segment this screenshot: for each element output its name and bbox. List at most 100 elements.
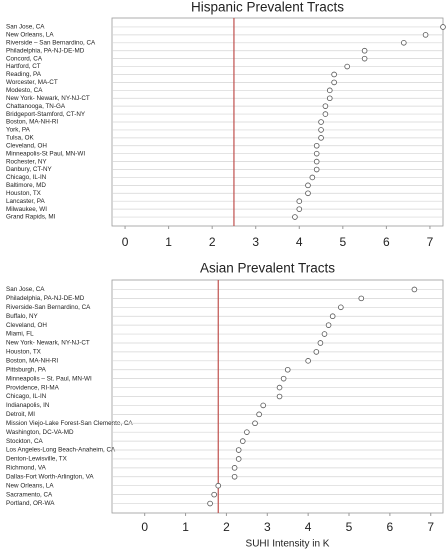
dot (313, 150, 320, 157)
category-label: Modesto, CA (6, 87, 43, 94)
dot (313, 142, 320, 149)
category-label: New York- Newark, NY-NJ-CT (6, 95, 90, 102)
category-label: Dallas-Fort Worth-Arlington, VA (6, 473, 94, 480)
category-label: Riverside-San Bernardino, CA (6, 304, 91, 311)
x-tick-label: 3 (252, 235, 259, 249)
dot (401, 39, 407, 46)
x-tick-label: 3 (264, 520, 271, 534)
x-tick-label: 2 (223, 520, 230, 534)
dot (338, 304, 344, 311)
x-tick-label: 7 (427, 520, 434, 534)
dot (235, 447, 242, 453)
dot (411, 286, 418, 293)
dot (239, 438, 246, 444)
category-label: Pittsburgh, PA (6, 366, 47, 373)
category-label: Baltimore, MD (6, 182, 46, 189)
x-tick-label: 4 (296, 235, 303, 249)
dot (305, 190, 311, 197)
category-label: New Orleans, LA (6, 482, 54, 489)
category-label: Detroit, MI (6, 411, 35, 418)
category-label: Lancaster, PA (6, 198, 46, 205)
dot (215, 482, 222, 489)
dot (331, 71, 337, 78)
dot (292, 214, 298, 220)
category-label: Cleveland, OH (6, 322, 47, 329)
dot (211, 491, 217, 498)
dot (280, 375, 287, 382)
chart-title: Asian Prevalent Tracts (200, 261, 335, 276)
category-label: Stockton, CA (6, 438, 44, 445)
category-label: Houston, TX (6, 190, 42, 197)
category-label: Mission Viejo-Lake Forest-San Clemente, … (6, 420, 133, 427)
dot (231, 465, 238, 471)
category-label: Minneapolis – St. Paul, MN-WI (6, 375, 92, 382)
category-label: New Orleans, LA (6, 32, 54, 39)
category-label: Chattanooga, TN-GA (6, 103, 66, 110)
dot (313, 158, 320, 165)
category-label: Milwaukee, WI (6, 206, 47, 213)
category-label: Philadelphia, PA-NJ-DE-MD (6, 295, 85, 302)
category-label: Danbury, CT-NY (6, 166, 53, 173)
dot (326, 87, 333, 94)
dot (276, 384, 283, 391)
x-tick-label: 2 (209, 235, 216, 249)
category-label: Portland, OR-WA (6, 500, 55, 507)
dot (325, 322, 332, 328)
category-label: Bridgeport-Stamford, CT-NY (6, 111, 86, 118)
category-label: Grand Rapids, MI (6, 214, 56, 221)
category-label: Denton-Lewisville, TX (6, 456, 68, 463)
dot (207, 500, 213, 507)
category-label: York, PA (6, 127, 31, 134)
dot (313, 349, 320, 355)
dot (440, 24, 446, 30)
category-label: Tulsa, OK (6, 135, 35, 142)
x-tick-label: 0 (141, 520, 148, 534)
x-axis-label: SUHI Intensity in K (246, 539, 330, 550)
category-label: Hartford, CT (6, 63, 41, 70)
category-label: Reading, PA (6, 71, 42, 78)
dot (318, 127, 324, 133)
dot (296, 206, 303, 212)
category-label: Sacramento, CA (6, 491, 53, 498)
category-label: Miami, FL (6, 331, 34, 338)
dot (326, 95, 333, 102)
x-tick-label: 1 (165, 235, 172, 249)
category-label: Chicago, IL-IN (6, 393, 47, 400)
category-label: Minneapolis-St Paul, MN-WI (6, 150, 85, 157)
category-label: Chicago, IL-IN (6, 174, 47, 181)
dot (361, 55, 368, 62)
dot (276, 393, 283, 400)
x-tick-label: 5 (339, 235, 346, 249)
category-label: Boston, MA-NH-RI (6, 357, 58, 364)
category-label: Washington, DC-VA-MD (6, 429, 74, 436)
dot (235, 456, 242, 462)
dot (361, 47, 368, 54)
dot (313, 166, 320, 173)
dot (318, 135, 324, 141)
dot (318, 119, 324, 125)
category-label: Buffalo, NY (6, 313, 39, 320)
x-tick-label: 7 (427, 235, 434, 249)
dot (322, 103, 329, 109)
dot (231, 473, 238, 480)
dot (344, 63, 350, 70)
x-tick-label: 4 (305, 520, 312, 534)
dot (322, 111, 329, 117)
category-label: Boston, MA-NH-RI (6, 119, 58, 126)
category-label: Indianapolis, IN (6, 402, 50, 409)
dot (244, 429, 250, 435)
dot (256, 411, 262, 418)
dot (309, 174, 316, 181)
dot (260, 402, 266, 409)
category-label: San Jose, CA (6, 286, 45, 293)
dot (252, 420, 258, 427)
category-label: New York- Newark, NY-NJ-CT (6, 340, 90, 347)
category-label: Providence, RI-MA (6, 384, 60, 391)
dot (321, 331, 328, 337)
dot (317, 340, 324, 346)
category-label: Los Angeles-Long Beach-Anaheim, CA (6, 447, 116, 454)
dot (422, 32, 429, 38)
category-label: Houston, TX (6, 349, 42, 356)
category-label: Concord, CA (6, 55, 43, 62)
